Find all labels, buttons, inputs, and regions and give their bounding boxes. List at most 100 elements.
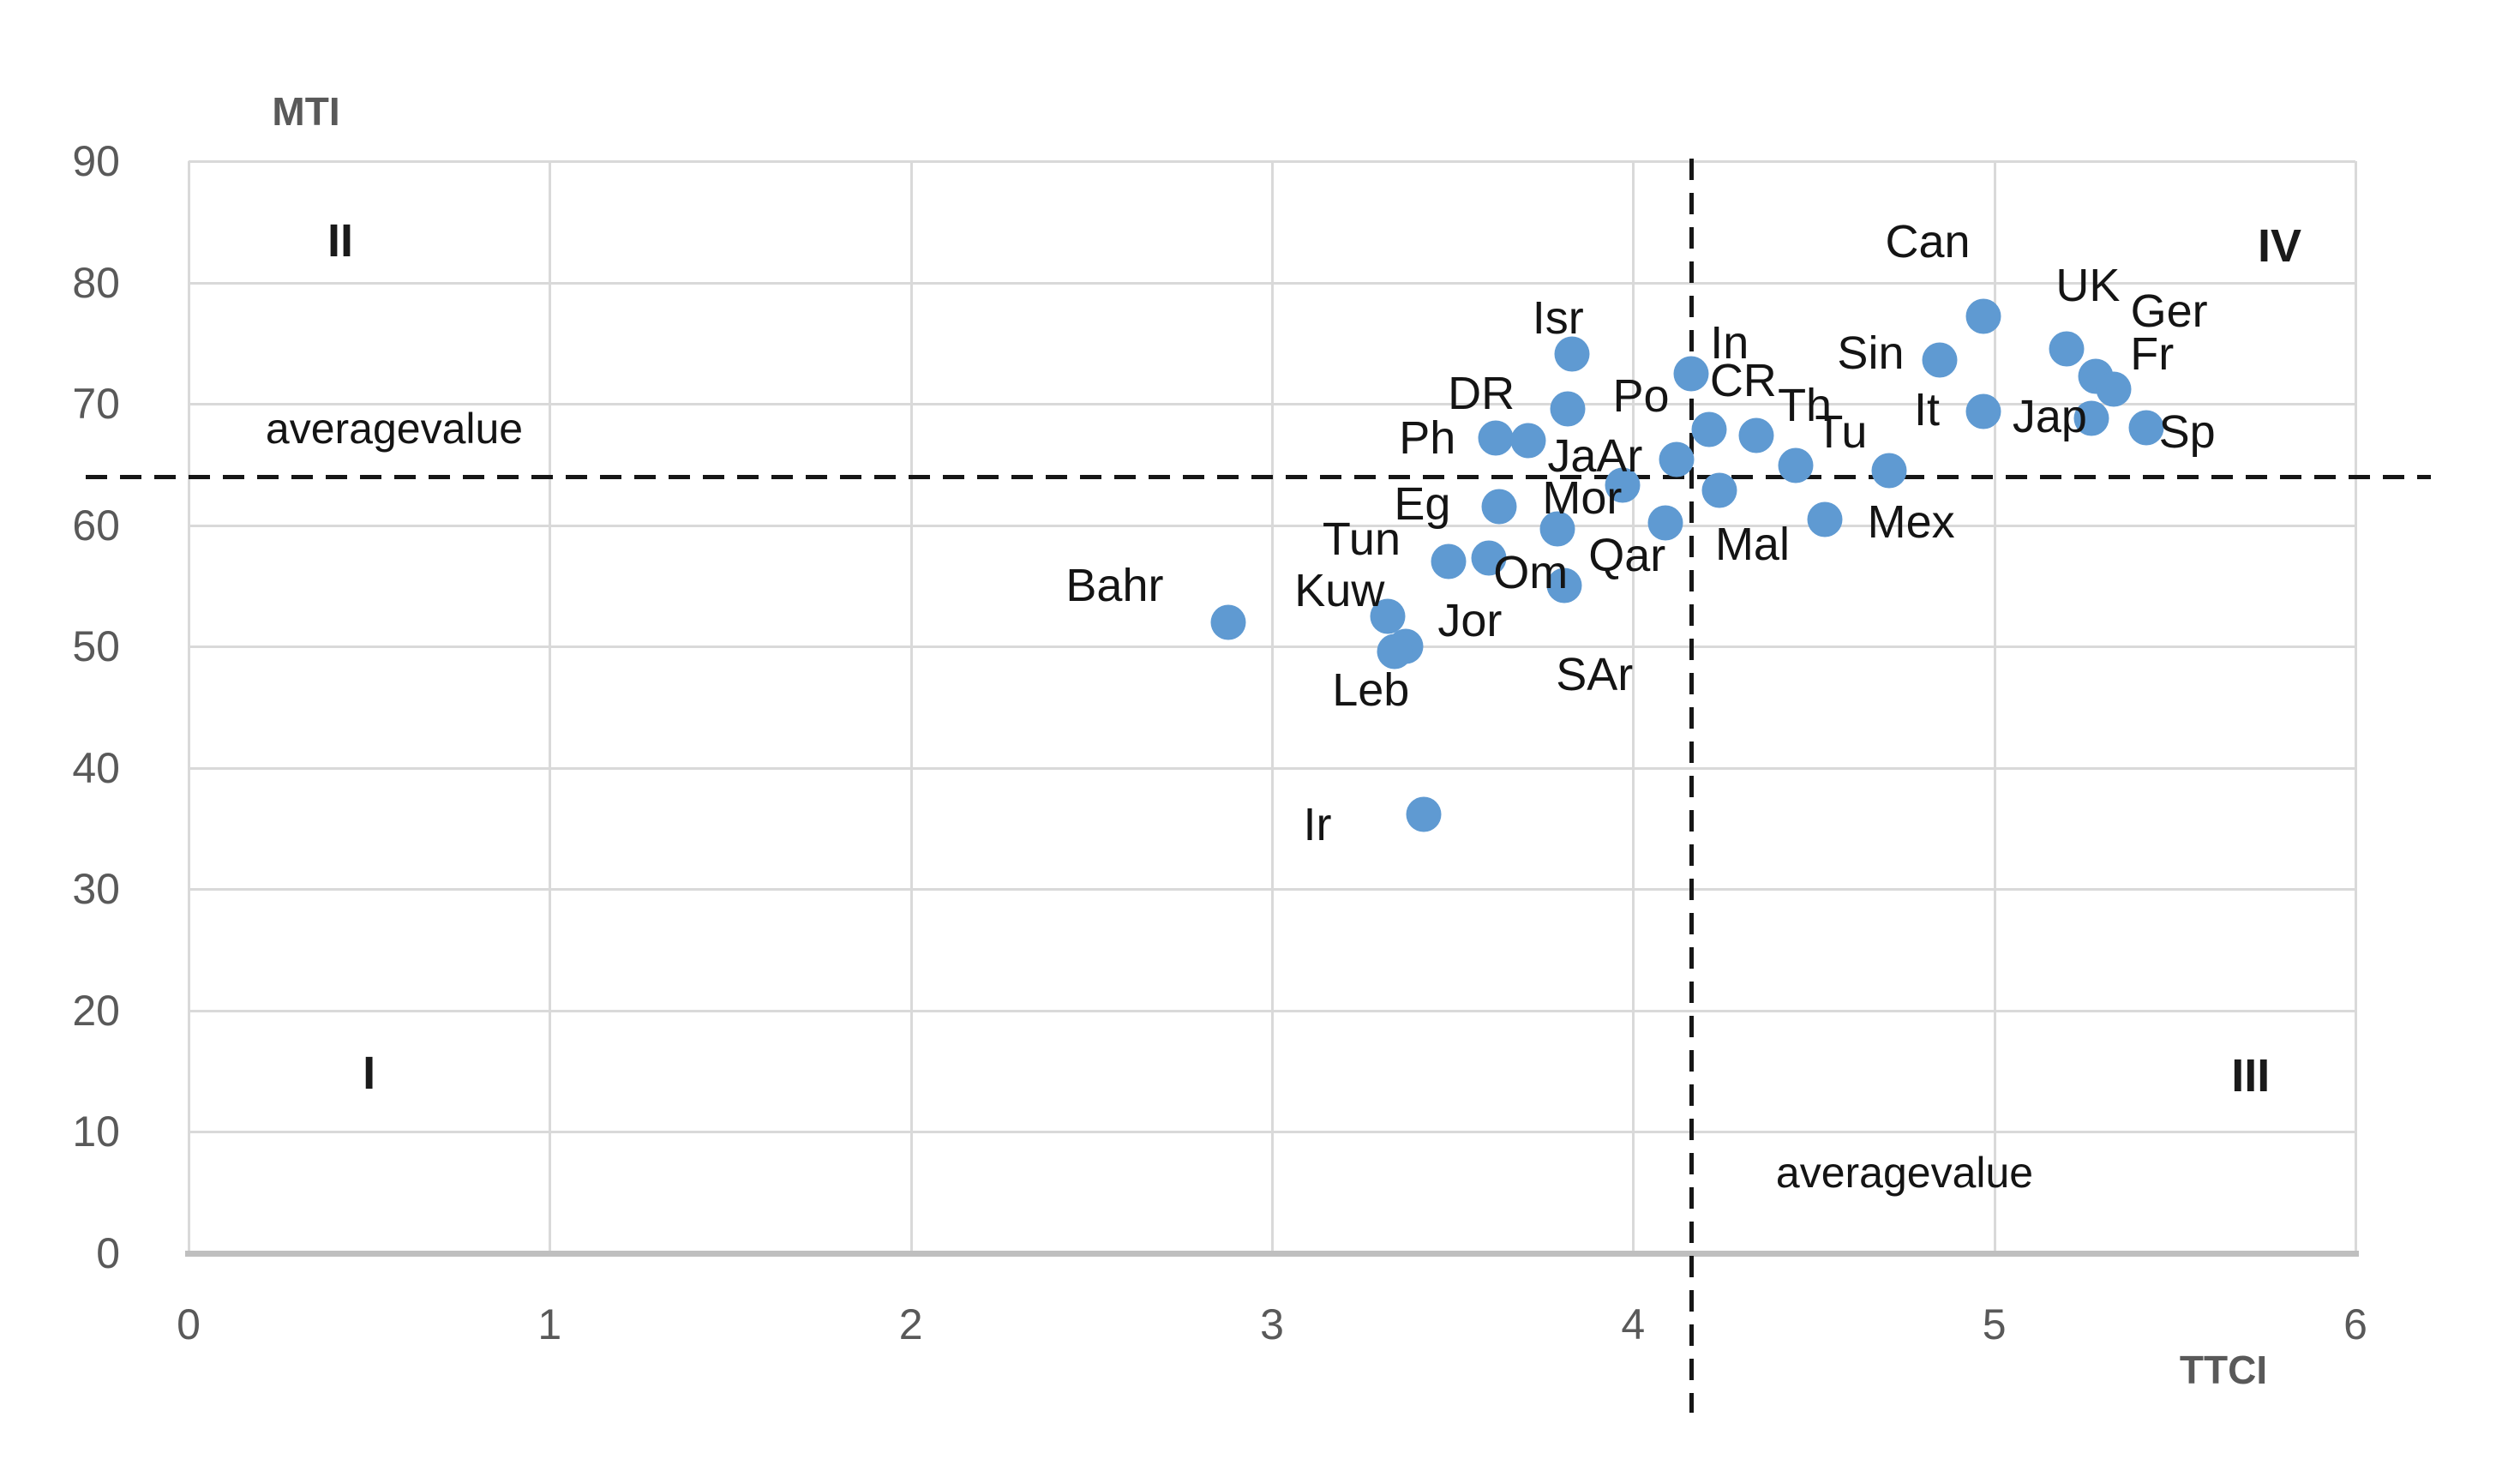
data-point-Ir (1406, 796, 1442, 832)
point-label-Om: Om (1493, 546, 1569, 598)
data-point-Qar (1647, 505, 1683, 541)
point-label-Sp: Sp (2158, 406, 2216, 459)
y-tick-label: 10 (72, 1108, 120, 1156)
point-label-Jap: Jap (2012, 391, 2087, 443)
x-tick-label: 3 (1260, 1300, 1284, 1348)
gridline-y-30 (189, 888, 2355, 892)
y-tick-label: 90 (72, 137, 120, 185)
data-point-SAr (1546, 567, 1582, 603)
data-point-Leb (1377, 633, 1413, 669)
gridline-y-50 (189, 645, 2355, 649)
gridline-x-2 (909, 161, 913, 1253)
gridline-x-5 (1993, 161, 1996, 1253)
y-tick-label: 80 (72, 258, 120, 307)
point-label-Fr: Fr (2130, 328, 2175, 381)
x-tick-label: 4 (1621, 1300, 1646, 1348)
data-point-Jap (2073, 400, 2109, 436)
x-tick-label: 1 (537, 1300, 562, 1348)
data-point-Can (1965, 298, 2001, 334)
point-label-Tun: Tun (1322, 513, 1401, 566)
quadrant-label-II: II (327, 215, 353, 267)
point-label-Th: Th (1778, 379, 1833, 431)
average-mti-line (86, 475, 2431, 480)
point-label-Isr: Isr (1532, 292, 1584, 345)
point-label-Qar: Qar (1588, 529, 1666, 581)
x-tick-label: 6 (2343, 1300, 2367, 1348)
gridline-y-10 (189, 1131, 2355, 1134)
point-label-Leb: Leb (1332, 663, 1410, 716)
gridline-y-60 (189, 524, 2355, 527)
data-point-unlabeled (1871, 453, 1907, 489)
point-label-Sin: Sin (1837, 327, 1905, 380)
gridline-x-0 (188, 161, 190, 1253)
point-label-Mal: Mal (1714, 518, 1790, 570)
data-point-Fr (2096, 371, 2132, 407)
data-point-Tun (1431, 543, 1467, 579)
gridline-y-80 (189, 281, 2355, 285)
y-tick-label: 30 (72, 865, 120, 914)
y-tick-label: 0 (96, 1229, 120, 1277)
point-label-Ir: Ir (1303, 798, 1332, 850)
point-label-Mor: Mor (1542, 471, 1623, 524)
gridline-y-70 (189, 403, 2355, 406)
data-point-Mex (1807, 501, 1843, 537)
data-point-In (1673, 356, 1709, 392)
data-point-Po (1550, 391, 1586, 427)
data-point-Isr (1554, 336, 1590, 372)
x-tick-label: 2 (898, 1300, 923, 1348)
point-label-Bahr: Bahr (1065, 559, 1164, 611)
gridline-y-40 (189, 766, 2355, 770)
x-axis-title: TTCI (2179, 1348, 2268, 1392)
point-label-Ph: Ph (1399, 411, 1456, 464)
data-point-Om (1471, 540, 1507, 576)
point-label-UK: UK (2055, 260, 2121, 312)
gridline-x-1 (549, 161, 552, 1253)
data-point-Mor (1539, 511, 1575, 547)
point-label-Jor: Jor (1437, 595, 1503, 647)
x-axis-line (185, 1251, 2359, 1257)
average-value-label-bottom: averagevalue (1775, 1149, 2034, 1197)
point-label-It: It (1914, 383, 1941, 435)
y-tick-label: 40 (72, 743, 120, 792)
point-label-CR: CR (1709, 354, 1777, 406)
data-point-DR (1510, 423, 1546, 459)
y-tick-label: 20 (72, 986, 120, 1035)
average-ttci-line (1689, 159, 1694, 1413)
point-label-DR: DR (1448, 367, 1515, 419)
quadrant-label-III: III (2231, 1050, 2271, 1102)
gridline-x-6 (2355, 161, 2357, 1253)
point-label-Eg: Eg (1394, 478, 1451, 531)
data-point-CR (1691, 411, 1727, 447)
quadrant-label-I: I (363, 1048, 376, 1100)
x-tick-label: 5 (1982, 1300, 2007, 1348)
data-point-Sp (2128, 410, 2164, 446)
point-label-Kuw: Kuw (1294, 564, 1385, 616)
data-point-JaAr (1659, 441, 1695, 477)
y-tick-label: 70 (72, 380, 120, 429)
point-label-In: In (1710, 316, 1749, 369)
data-point-It (1965, 393, 2001, 429)
point-label-Mex: Mex (1867, 495, 1955, 548)
data-point-Eg (1481, 489, 1517, 525)
data-point-UK (2049, 331, 2085, 367)
point-label-JaAr: JaAr (1547, 430, 1643, 483)
y-tick-label: 50 (72, 622, 120, 671)
x-tick-label: 0 (177, 1300, 201, 1348)
data-point-Bahr (1210, 604, 1246, 640)
average-value-label-left: averagevalue (265, 405, 524, 453)
data-point-Ph (1478, 420, 1514, 456)
point-label-SAr: SAr (1556, 649, 1634, 701)
gridline-y-20 (189, 1009, 2355, 1012)
data-point-Th (1738, 417, 1774, 453)
quadrant-label-IV: IV (2258, 220, 2302, 273)
gridline-x-4 (1632, 161, 1635, 1253)
data-point-Sin (1922, 342, 1958, 378)
data-point-Tu (1778, 447, 1814, 483)
point-label-Ger: Ger (2130, 285, 2208, 337)
gridline-x-3 (1271, 161, 1274, 1253)
data-point-unlabeled (1605, 467, 1641, 503)
point-label-Tu: Tu (1815, 406, 1868, 459)
data-point-Mal (1701, 472, 1737, 508)
